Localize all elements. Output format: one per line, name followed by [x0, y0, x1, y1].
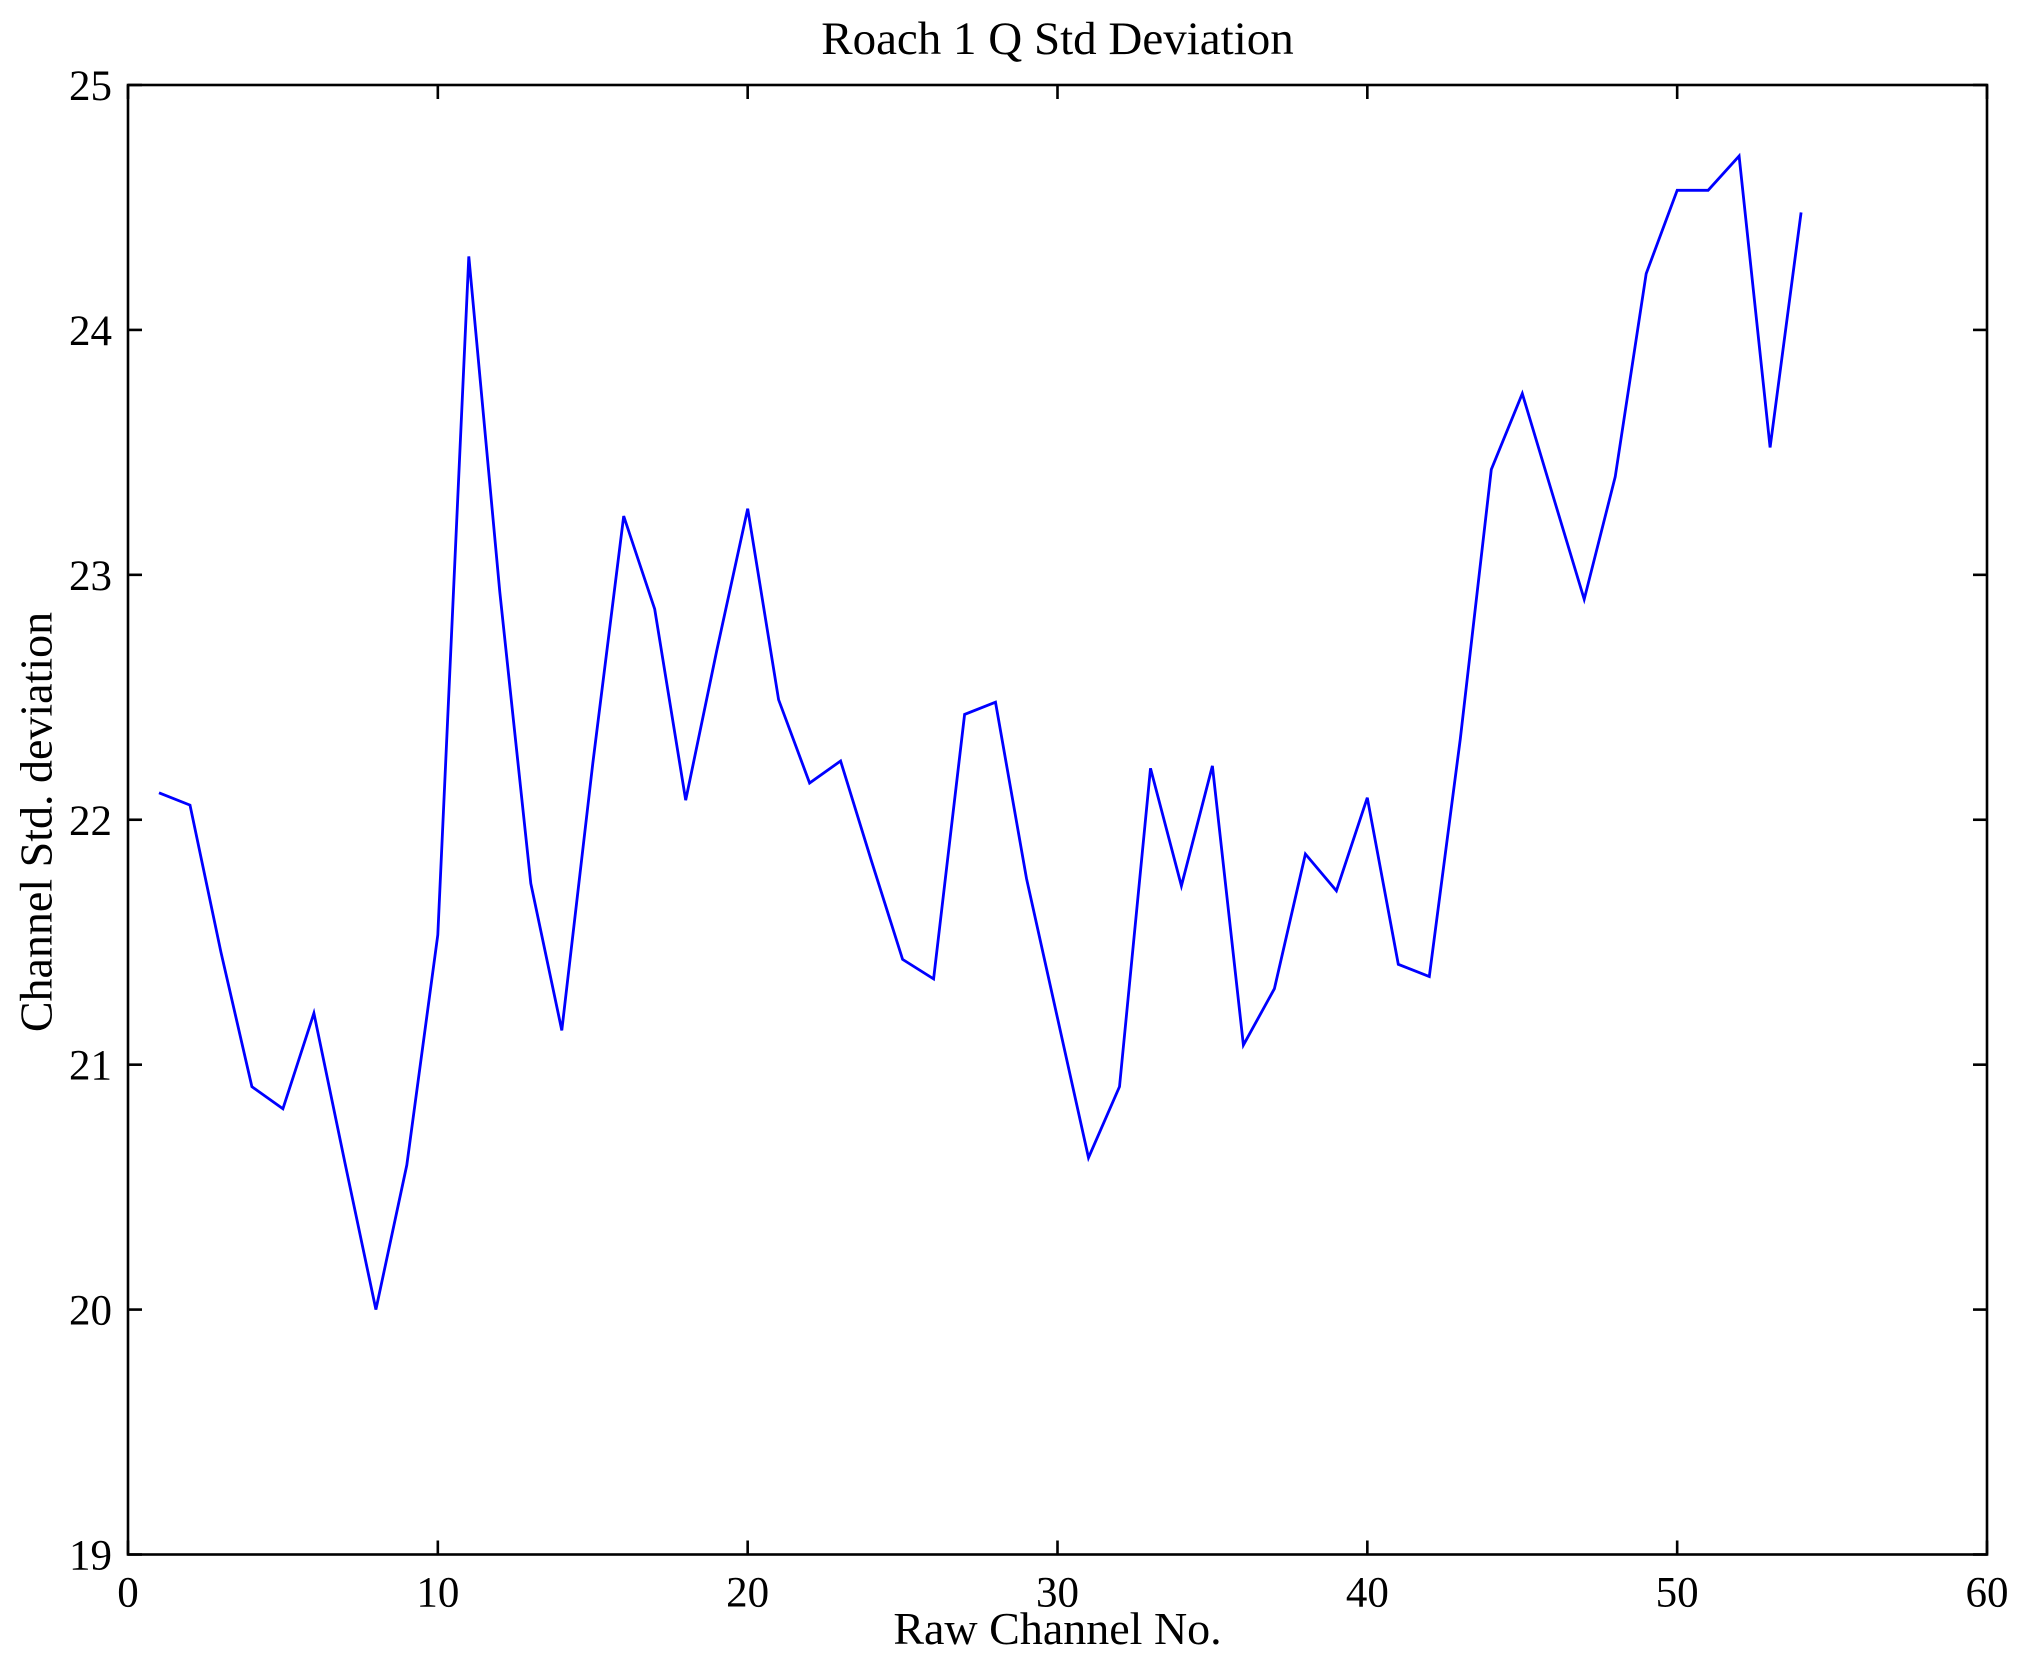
axes-frame [126, 83, 1989, 1556]
y-tick-label: 23 [69, 553, 112, 600]
y-tick-label: 24 [69, 308, 112, 355]
x-tick-label: 0 [117, 1570, 139, 1617]
chart-title: Roach 1 Q Std Deviation [821, 13, 1294, 65]
x-axis-label: Raw Channel No. [893, 1603, 1222, 1654]
y-tick-label: 21 [69, 1043, 112, 1090]
x-tick-label: 50 [1656, 1570, 1699, 1617]
x-tick-label: 40 [1346, 1570, 1389, 1617]
y-tick-label: 19 [69, 1533, 112, 1580]
data-line [158, 152, 1803, 1310]
y-tick-label: 22 [69, 798, 112, 845]
x-tick-label: 10 [416, 1570, 459, 1617]
y-tick-label: 25 [69, 63, 112, 110]
y-axis-label: Channel Std. deviation [10, 611, 62, 1033]
y-tick-label: 20 [69, 1288, 112, 1335]
x-tick-label: 20 [726, 1570, 769, 1617]
x-tick-label: 60 [1966, 1570, 2009, 1617]
x-tick-label: 30 [1036, 1570, 1079, 1617]
